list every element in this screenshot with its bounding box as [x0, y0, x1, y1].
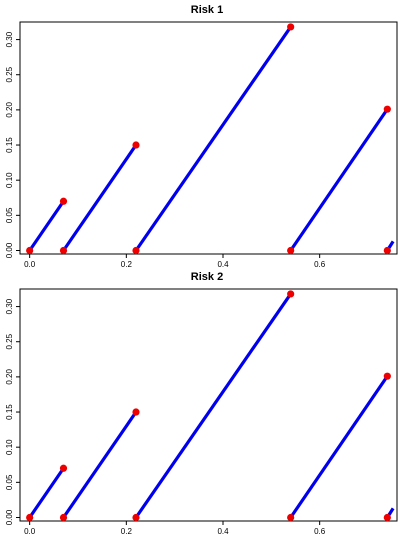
plot-area-2: 0.0 0.2 0.4 0.6 0.00 0.05 0.10 0.15 0.20 0.25 0.30	[5, 290, 395, 536]
chart-panel-1: Risk 1 0.0 0.2 0.4 0.60.000.050.100.150.200…	[5, 4, 398, 269]
line-segment-1-3	[289, 108, 389, 252]
x-tick-label-1-0: 0.0	[24, 260, 36, 269]
y-tick-label-1-1: 0.05	[5, 207, 14, 223]
data-point-1-4	[132, 246, 140, 255]
x-tick-label-2-0: 0.0	[24, 527, 36, 536]
data-point-1-1	[59, 197, 68, 205]
data-point-2-6	[287, 513, 295, 522]
chart-title-1: Risk 1	[191, 4, 223, 16]
y-tick-label-2-1: 0.05	[5, 474, 14, 490]
data-point-2-7	[383, 372, 391, 380]
x-tick-label-2-3: 0.6	[314, 527, 326, 536]
chart-title-2: Risk 2	[191, 271, 223, 283]
x-tick-label-1-3: 0.6	[314, 260, 326, 269]
data-point-2-1	[59, 464, 68, 472]
line-segment-1-1	[62, 144, 138, 252]
line-segment-2-3	[289, 375, 389, 519]
data-point-2-8	[383, 513, 391, 522]
data-point-2-0	[26, 513, 34, 522]
y-tick-label-2-0: 0.00	[5, 509, 14, 525]
data-point-1-8	[383, 246, 391, 255]
data-point-2-4	[132, 513, 140, 522]
plot-area-1: 0.0 0.2 0.4 0.6 0.00 0.05 0.10 0.15 0.20 0.25 0.30	[5, 23, 395, 269]
y-tick-label-1-2: 0.10	[5, 172, 14, 188]
chart-panel-2: Risk 2 0.0 0.2 0.4 0.60.000.050.100.150.200…	[5, 271, 398, 536]
line-segment-2-0	[28, 467, 65, 519]
y-tick-label-2-5: 0.25	[5, 333, 14, 349]
data-point-2-3	[132, 408, 140, 416]
data-point-1-7	[383, 105, 391, 113]
y-tick-label-1-5: 0.25	[5, 66, 14, 82]
x-tick-label-2-2: 0.4	[217, 527, 229, 536]
data-point-1-0	[26, 246, 34, 255]
data-point-1-6	[287, 246, 295, 255]
data-point-2-2	[59, 513, 68, 522]
line-segment-2-1	[62, 411, 138, 519]
y-tick-label-1-0: 0.00	[5, 242, 14, 258]
y-tick-label-2-3: 0.15	[5, 404, 14, 420]
y-tick-label-1-4: 0.20	[5, 102, 14, 118]
data-point-2-5	[287, 290, 295, 298]
data-point-1-3	[132, 141, 140, 149]
x-tick-label-2-1: 0.2	[121, 527, 133, 536]
line-segment-1-0	[28, 200, 65, 252]
plot-frame-1	[19, 21, 398, 255]
y-tick-label-2-2: 0.10	[5, 439, 14, 455]
y-tick-label-1-3: 0.15	[5, 137, 14, 153]
data-point-1-5	[287, 23, 295, 31]
line-segment-1-2	[134, 26, 292, 252]
data-point-1-2	[59, 246, 68, 255]
x-tick-label-1-2: 0.4	[217, 260, 229, 269]
y-tick-label-2-6: 0.30	[5, 298, 14, 314]
x-tick-label-1-1: 0.2	[121, 260, 133, 269]
plot-frame-2	[19, 288, 398, 522]
line-segment-2-2	[134, 293, 292, 519]
y-tick-label-2-4: 0.20	[5, 369, 14, 385]
y-tick-label-1-6: 0.30	[5, 31, 14, 47]
